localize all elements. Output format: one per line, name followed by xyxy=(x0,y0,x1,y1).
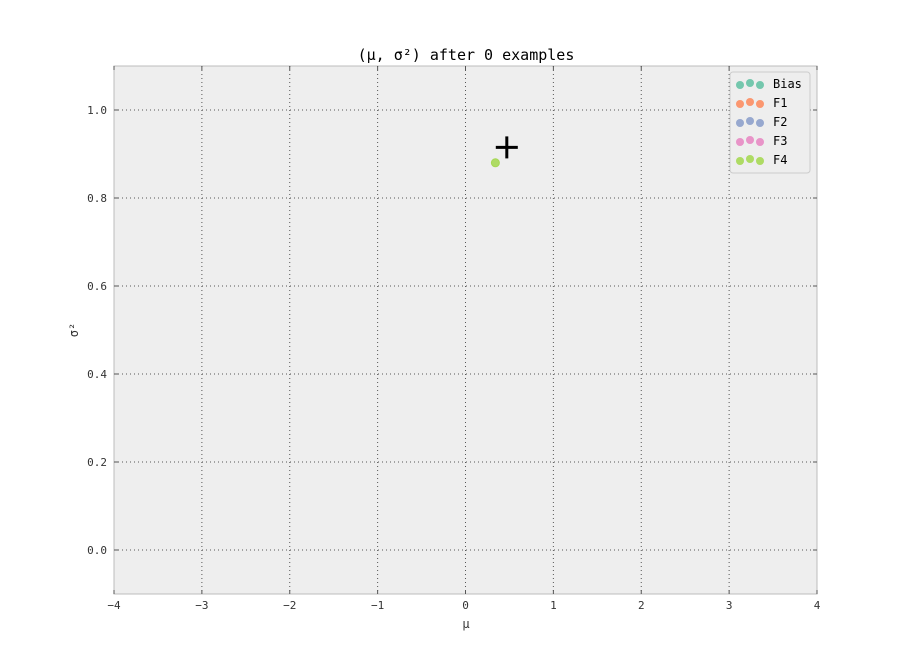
legend-marker xyxy=(736,81,744,89)
y-tick-label: 0.4 xyxy=(87,368,107,381)
legend-marker xyxy=(756,119,764,127)
x-tick-label: −3 xyxy=(195,599,208,612)
legend-marker xyxy=(746,136,754,144)
plus-marker xyxy=(495,136,518,159)
legend-marker xyxy=(736,157,744,165)
x-axis-label: μ xyxy=(462,617,469,631)
legend-marker xyxy=(736,138,744,146)
legend-label-f1: F1 xyxy=(773,96,787,110)
legend-marker xyxy=(756,81,764,89)
legend-box xyxy=(729,71,811,174)
legend-marker xyxy=(736,119,744,127)
legend-marker xyxy=(756,157,764,165)
legend-marker xyxy=(756,100,764,108)
x-tick-label: 1 xyxy=(550,599,557,612)
data-point-f4 xyxy=(490,158,500,168)
y-tick-label: 0.2 xyxy=(87,456,107,469)
legend-marker xyxy=(736,100,744,108)
legend-marker xyxy=(746,117,754,125)
legend: Bias F1 F2 F3 F4 xyxy=(729,71,811,174)
x-tick-label: 0 xyxy=(462,599,469,612)
chart-title: (μ, σ²) after 0 examples xyxy=(358,46,575,64)
x-tick-label: −4 xyxy=(107,599,121,612)
y-tick-label: 0.6 xyxy=(87,280,107,293)
legend-label-f3: F3 xyxy=(773,134,787,148)
legend-marker xyxy=(756,138,764,146)
legend-label-bias: Bias xyxy=(773,77,802,91)
legend-marker xyxy=(746,155,754,163)
legend-marker xyxy=(746,79,754,87)
legend-label-f2: F2 xyxy=(773,115,787,129)
tick-labels: −4 −3 −2 −1 0 1 2 3 4 0.0 0.2 0.4 0.6 0.8 1.0 xyxy=(87,104,821,612)
legend-marker xyxy=(746,98,754,106)
x-tick-label: −1 xyxy=(371,599,384,612)
legend-label-f4: F4 xyxy=(773,153,787,167)
y-tick-label: 0.0 xyxy=(87,544,107,557)
y-tick-label: 0.8 xyxy=(87,192,107,205)
y-tick-label: 1.0 xyxy=(87,104,107,117)
x-tick-label: 2 xyxy=(638,599,645,612)
grid xyxy=(113,66,818,594)
x-tick-label: 3 xyxy=(726,599,733,612)
x-tick-label: −2 xyxy=(283,599,296,612)
data-points xyxy=(490,158,500,168)
x-tick-label: 4 xyxy=(814,599,821,612)
y-axis-label: σ² xyxy=(67,323,81,337)
